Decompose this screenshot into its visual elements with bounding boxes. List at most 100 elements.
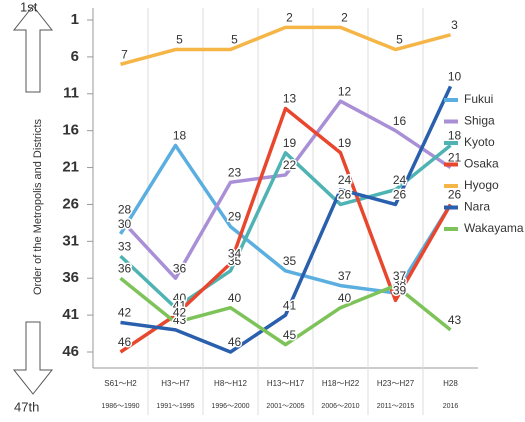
legend-swatch — [444, 119, 458, 124]
legend-label: Fukui — [464, 92, 493, 106]
data-label: 45 — [283, 328, 297, 342]
data-label: 37 — [338, 269, 352, 283]
data-label: 19 — [283, 136, 297, 150]
legend-label: Nara — [464, 200, 490, 214]
x-tick-years: 2001～2005 — [266, 403, 304, 410]
data-label: 21 — [448, 151, 462, 165]
data-label: 24 — [393, 173, 407, 187]
x-tick-label: H23～H27 — [377, 379, 415, 388]
data-label: 35 — [283, 254, 297, 268]
data-label: 2 — [341, 11, 348, 25]
legend-swatch — [444, 205, 458, 210]
legend-label: Shiga — [464, 114, 495, 128]
y-tick-label: 46 — [62, 343, 79, 360]
series-line — [120, 25, 451, 66]
data-label: 33 — [118, 239, 132, 253]
data-label: 29 — [228, 210, 242, 224]
y-tick-label: 26 — [62, 195, 79, 212]
legend-swatch — [444, 162, 458, 167]
x-tick-label: H8～H12 — [214, 379, 247, 388]
y-tick-label: 11 — [63, 85, 79, 102]
y-tick-label: 21 — [62, 159, 79, 176]
y-tick-label: 41 — [62, 306, 79, 323]
data-label: 42 — [118, 306, 132, 320]
data-label: 38 — [393, 276, 407, 290]
down-arrow — [12, 321, 54, 395]
data-label: 36 — [118, 261, 132, 275]
x-tick-years: 1986～1990 — [101, 403, 139, 410]
series-line — [119, 144, 452, 310]
legend-swatch — [444, 184, 458, 188]
bottom-label: 47th — [14, 399, 39, 414]
data-label: 37 — [393, 269, 407, 283]
data-label: 12 — [338, 84, 352, 98]
data-label: 40 — [228, 291, 242, 305]
x-tick-years: 1996～2000 — [211, 403, 249, 410]
legend-label: Osaka — [464, 157, 499, 171]
data-label: 13 — [283, 92, 297, 106]
data-label: 18 — [173, 129, 187, 143]
data-label: 30 — [118, 217, 132, 231]
data-label: 41 — [283, 298, 297, 312]
legend-swatch — [444, 227, 458, 231]
data-label: 39 — [393, 284, 407, 298]
legend-label: Kyoto — [464, 135, 495, 149]
y-tick-label: 16 — [62, 122, 79, 139]
y-tick-label: 1 — [71, 11, 79, 28]
data-label: 22 — [283, 158, 297, 172]
data-label: 5 — [231, 33, 238, 47]
data-label: 26 — [393, 188, 407, 202]
x-tick-label: H13～H17 — [267, 379, 305, 388]
data-label: 35 — [228, 254, 242, 268]
x-tick-label: H28 — [443, 379, 458, 388]
data-label: 10 — [448, 70, 462, 84]
data-label: 7 — [121, 47, 128, 61]
series-line — [119, 143, 452, 295]
data-label: 26 — [448, 188, 462, 202]
series-line — [119, 276, 452, 347]
data-label: 36 — [173, 261, 187, 275]
x-tick-label: H3～H7 — [161, 379, 190, 388]
data-label: 40 — [173, 291, 187, 305]
y-tick-label: 31 — [62, 232, 79, 249]
data-label: 24 — [338, 173, 352, 187]
data-label: 2 — [286, 11, 293, 25]
series-line — [119, 99, 452, 280]
data-label: 5 — [396, 33, 403, 47]
legend-label: Hyogo — [464, 178, 499, 192]
series-line — [120, 85, 453, 354]
data-label: 19 — [338, 136, 352, 150]
y-tick-label: 36 — [62, 269, 79, 286]
data-label: 23 — [228, 165, 242, 179]
data-label: 41 — [173, 298, 187, 312]
data-label: 16 — [393, 114, 407, 128]
up-arrow — [12, 5, 54, 93]
data-label: 26 — [448, 188, 462, 202]
data-label: 40 — [338, 291, 352, 305]
series-line — [119, 106, 453, 354]
data-label: 46 — [118, 335, 132, 349]
data-label: 42 — [173, 306, 187, 320]
data-label: 43 — [448, 313, 462, 327]
x-tick-label: S61～H2 — [104, 379, 137, 388]
data-label: 34 — [228, 247, 242, 261]
data-label: 43 — [173, 313, 187, 327]
legend-swatch — [444, 98, 458, 102]
legend-swatch — [444, 141, 458, 145]
data-label: 3 — [451, 18, 458, 32]
data-label: 26 — [338, 188, 352, 202]
data-label: 46 — [228, 335, 242, 349]
data-label: 18 — [448, 129, 462, 143]
x-tick-years: 2016 — [443, 403, 459, 410]
legend-label: Wakayama — [464, 221, 524, 235]
data-label: 5 — [176, 33, 183, 47]
y-tick-label: 6 — [71, 48, 79, 65]
x-tick-label: H18～H22 — [322, 379, 360, 388]
y-axis-label: Order of the Metropolis and Districts — [32, 118, 44, 295]
x-tick-years: 1991～1995 — [156, 403, 194, 410]
x-tick-years: 2006～2010 — [321, 403, 359, 410]
data-label: 28 — [118, 202, 132, 216]
x-tick-years: 2011～2015 — [377, 403, 415, 410]
top-label: 1st — [20, 0, 38, 14]
